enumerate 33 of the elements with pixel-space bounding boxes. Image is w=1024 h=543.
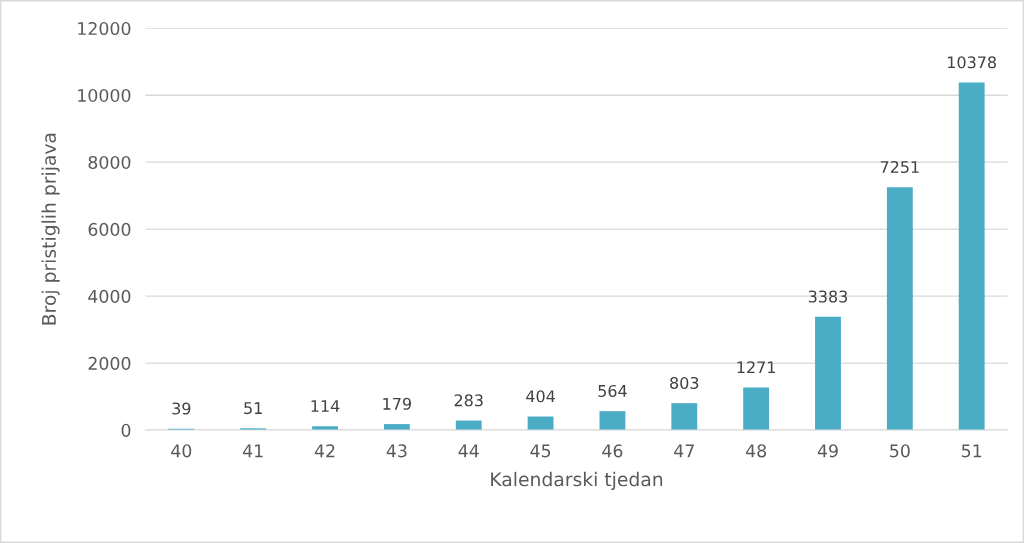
data-label: 39 — [172, 402, 191, 415]
x-tick-label: 41 — [242, 444, 263, 458]
x-tick-label: 50 — [890, 444, 910, 458]
y-tick-label: 10000 — [78, 88, 131, 103]
y-tick-label: 6000 — [88, 222, 131, 236]
x-tick-label: 44 — [458, 444, 479, 458]
data-label: 51 — [244, 402, 262, 415]
data-label: 10378 — [948, 56, 996, 69]
x-tick-label: 48 — [745, 444, 766, 458]
data-label: 803 — [670, 376, 699, 389]
y-axis-title: Broj pristiglih prijava — [41, 133, 60, 325]
data-label: 404 — [526, 390, 555, 403]
data-label: 1271 — [737, 361, 775, 374]
data-label: 114 — [311, 400, 340, 412]
data-label: 179 — [383, 397, 412, 410]
x-tick-label: 45 — [530, 444, 551, 458]
x-tick-label: 47 — [674, 444, 694, 458]
data-label: 283 — [454, 394, 483, 407]
y-tick-label: 8000 — [88, 155, 131, 170]
x-tick-label: 43 — [386, 444, 407, 458]
x-axis-title: Kalendarski tjedan — [491, 471, 663, 490]
x-tick-label: 46 — [602, 444, 623, 458]
y-tick-label: 12000 — [78, 21, 131, 36]
data-label: 7251 — [880, 160, 919, 174]
x-tick-label: 51 — [961, 444, 982, 458]
y-tick-label: 0 — [121, 423, 131, 437]
data-label: 3383 — [808, 290, 848, 303]
x-tick-label: 40 — [171, 444, 192, 458]
x-tick-label: 42 — [314, 444, 335, 458]
y-tick-label: 2000 — [88, 356, 131, 370]
y-tick-label: 4000 — [88, 289, 131, 303]
x-tick-label: 49 — [817, 444, 838, 458]
data-label: 564 — [598, 384, 627, 397]
